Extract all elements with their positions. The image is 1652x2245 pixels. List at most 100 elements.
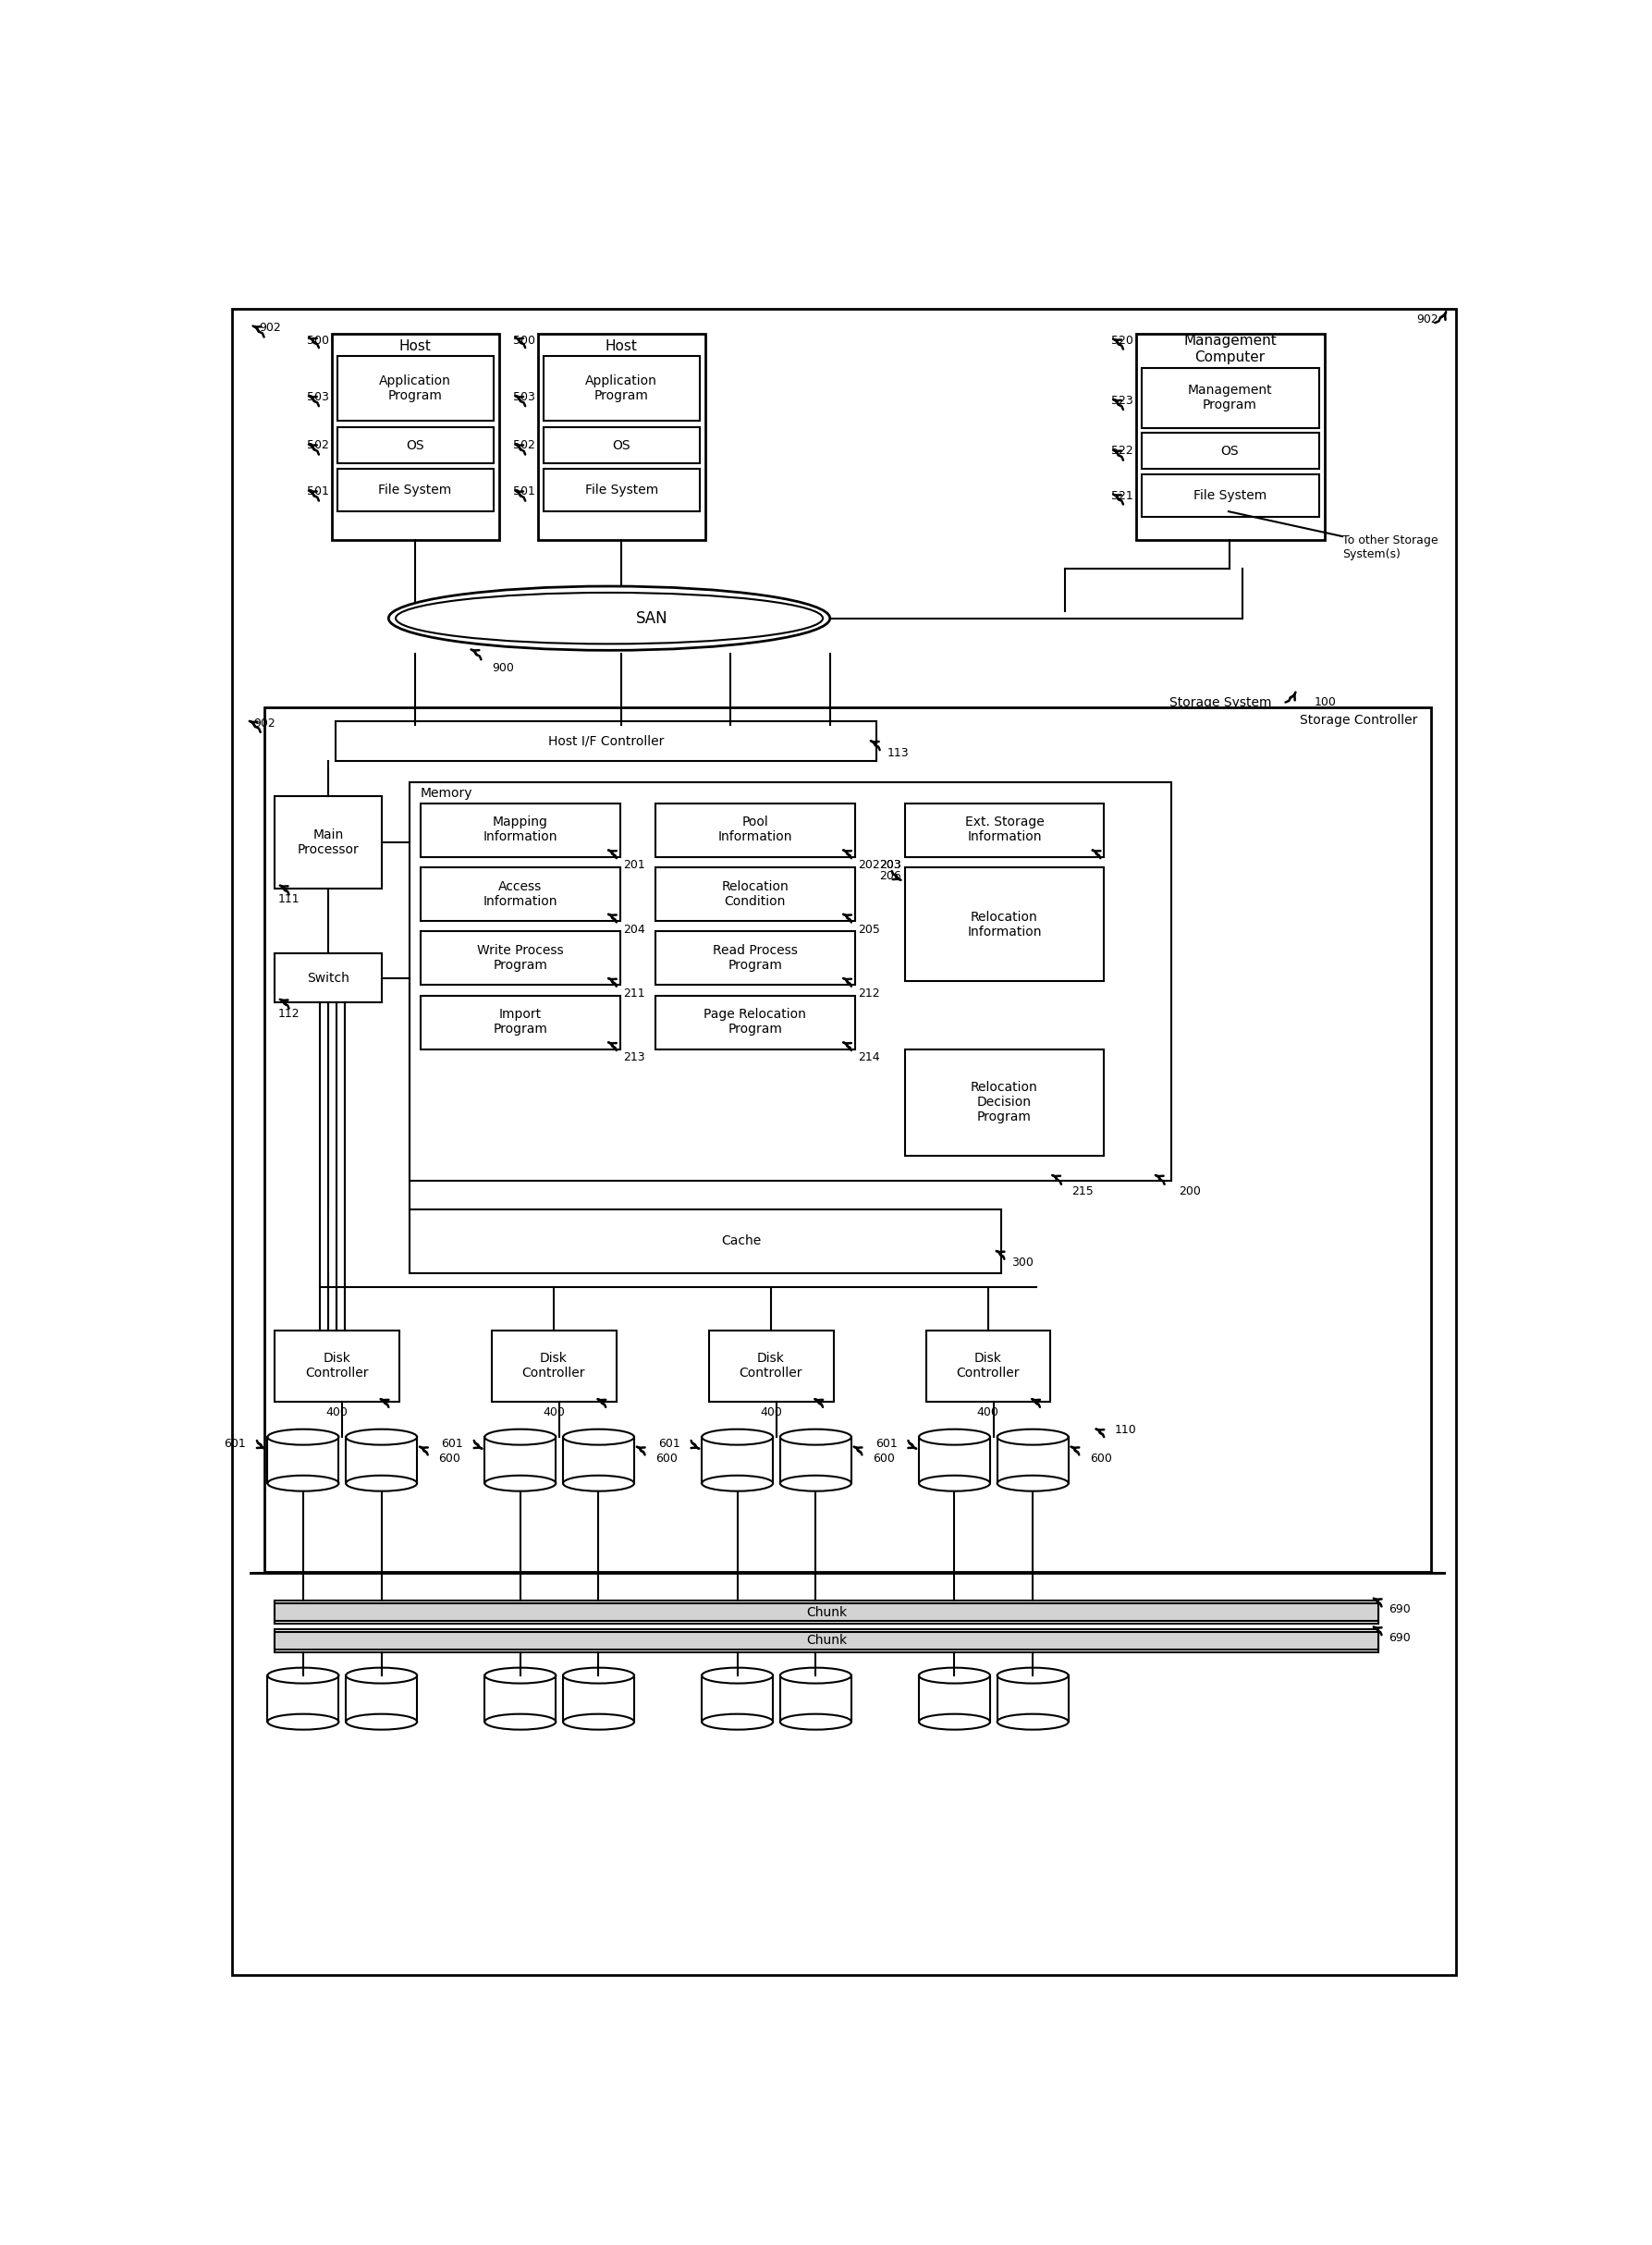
Text: OS: OS xyxy=(613,438,631,451)
Ellipse shape xyxy=(388,586,829,651)
Text: 211: 211 xyxy=(623,988,646,999)
Text: 502: 502 xyxy=(514,440,535,451)
Bar xyxy=(332,335,499,541)
Text: 110: 110 xyxy=(1115,1423,1137,1437)
Text: 523: 523 xyxy=(1112,395,1133,406)
Text: Mapping
Information: Mapping Information xyxy=(482,815,557,844)
Text: Memory: Memory xyxy=(421,788,472,799)
Ellipse shape xyxy=(780,1713,851,1729)
Text: Management
Computer: Management Computer xyxy=(1183,335,1277,364)
Text: 213: 213 xyxy=(623,1051,646,1064)
Ellipse shape xyxy=(484,1475,555,1491)
Text: File System: File System xyxy=(585,483,657,496)
Bar xyxy=(656,804,854,858)
Bar xyxy=(544,469,700,512)
Ellipse shape xyxy=(919,1713,990,1729)
Text: OS: OS xyxy=(406,438,425,451)
Bar xyxy=(905,867,1104,981)
Text: Switch: Switch xyxy=(307,972,349,983)
Text: 500: 500 xyxy=(514,335,535,346)
Bar xyxy=(410,1210,1001,1273)
Text: 501: 501 xyxy=(307,485,329,498)
Bar xyxy=(1142,474,1318,516)
Ellipse shape xyxy=(702,1713,773,1729)
Text: Chunk: Chunk xyxy=(806,1634,847,1648)
Text: 203: 203 xyxy=(879,860,900,871)
Bar xyxy=(274,1331,400,1401)
Text: 600: 600 xyxy=(656,1453,677,1464)
Bar xyxy=(421,867,620,920)
Bar xyxy=(544,427,700,462)
Text: Ext. Storage
Information: Ext. Storage Information xyxy=(965,815,1044,844)
Text: 900: 900 xyxy=(492,662,514,674)
Bar xyxy=(905,804,1104,858)
Ellipse shape xyxy=(345,1713,416,1729)
Bar xyxy=(274,1630,1378,1652)
Bar xyxy=(1142,368,1318,429)
Text: 601: 601 xyxy=(876,1439,897,1450)
Text: 113: 113 xyxy=(887,748,909,759)
Bar xyxy=(274,1603,1378,1621)
Text: 503: 503 xyxy=(307,391,329,404)
Bar xyxy=(905,1048,1104,1156)
Text: 400: 400 xyxy=(976,1405,999,1419)
Text: Relocation
Information: Relocation Information xyxy=(966,911,1041,938)
Text: 206: 206 xyxy=(879,871,900,882)
Bar xyxy=(337,357,494,420)
Text: 522: 522 xyxy=(1112,445,1133,458)
Text: Disk
Controller: Disk Controller xyxy=(306,1351,368,1381)
Text: Cache: Cache xyxy=(720,1235,762,1248)
Ellipse shape xyxy=(998,1475,1069,1491)
Text: Host: Host xyxy=(605,339,638,352)
Text: 501: 501 xyxy=(514,485,535,498)
Text: 500: 500 xyxy=(307,335,329,346)
Ellipse shape xyxy=(484,1430,555,1446)
Text: Application
Program: Application Program xyxy=(378,375,451,402)
Text: Disk
Controller: Disk Controller xyxy=(957,1351,1019,1381)
Bar xyxy=(656,867,854,920)
Text: Disk
Controller: Disk Controller xyxy=(522,1351,585,1381)
Text: 400: 400 xyxy=(325,1405,347,1419)
Text: Read Process
Program: Read Process Program xyxy=(712,943,798,972)
Bar xyxy=(927,1331,1051,1401)
Text: Host: Host xyxy=(398,339,431,352)
Ellipse shape xyxy=(345,1668,416,1684)
Bar xyxy=(337,427,494,462)
Text: Management
Program: Management Program xyxy=(1188,384,1272,411)
Text: 902: 902 xyxy=(259,321,281,335)
Ellipse shape xyxy=(563,1713,634,1729)
Bar xyxy=(335,721,876,761)
Text: 100: 100 xyxy=(1313,696,1336,707)
Ellipse shape xyxy=(268,1475,339,1491)
Ellipse shape xyxy=(998,1430,1069,1446)
Ellipse shape xyxy=(780,1430,851,1446)
Bar xyxy=(274,1601,1378,1623)
Ellipse shape xyxy=(484,1668,555,1684)
Text: 201: 201 xyxy=(623,860,646,871)
Bar xyxy=(249,696,1446,1958)
Text: Main
Processor: Main Processor xyxy=(297,828,358,858)
Ellipse shape xyxy=(268,1713,339,1729)
Text: 902: 902 xyxy=(253,718,276,730)
Text: SAN: SAN xyxy=(636,611,667,626)
Text: Write Process
Program: Write Process Program xyxy=(477,943,563,972)
Text: Storage System: Storage System xyxy=(1170,696,1272,709)
Bar xyxy=(421,804,620,858)
Bar xyxy=(656,932,854,986)
Text: File System: File System xyxy=(378,483,451,496)
Text: 400: 400 xyxy=(760,1405,781,1419)
Text: File System: File System xyxy=(1193,489,1267,503)
Text: 204: 204 xyxy=(623,923,646,936)
Text: 601: 601 xyxy=(441,1439,463,1450)
Text: To other Storage
System(s): To other Storage System(s) xyxy=(1343,534,1439,559)
Text: 521: 521 xyxy=(1112,489,1133,503)
Ellipse shape xyxy=(780,1668,851,1684)
Text: 200: 200 xyxy=(1180,1185,1201,1197)
Text: OS: OS xyxy=(1221,445,1239,458)
Text: 600: 600 xyxy=(438,1453,461,1464)
Text: Pool
Information: Pool Information xyxy=(719,815,793,844)
Bar xyxy=(1137,335,1325,541)
Ellipse shape xyxy=(998,1713,1069,1729)
Ellipse shape xyxy=(919,1668,990,1684)
Ellipse shape xyxy=(702,1475,773,1491)
